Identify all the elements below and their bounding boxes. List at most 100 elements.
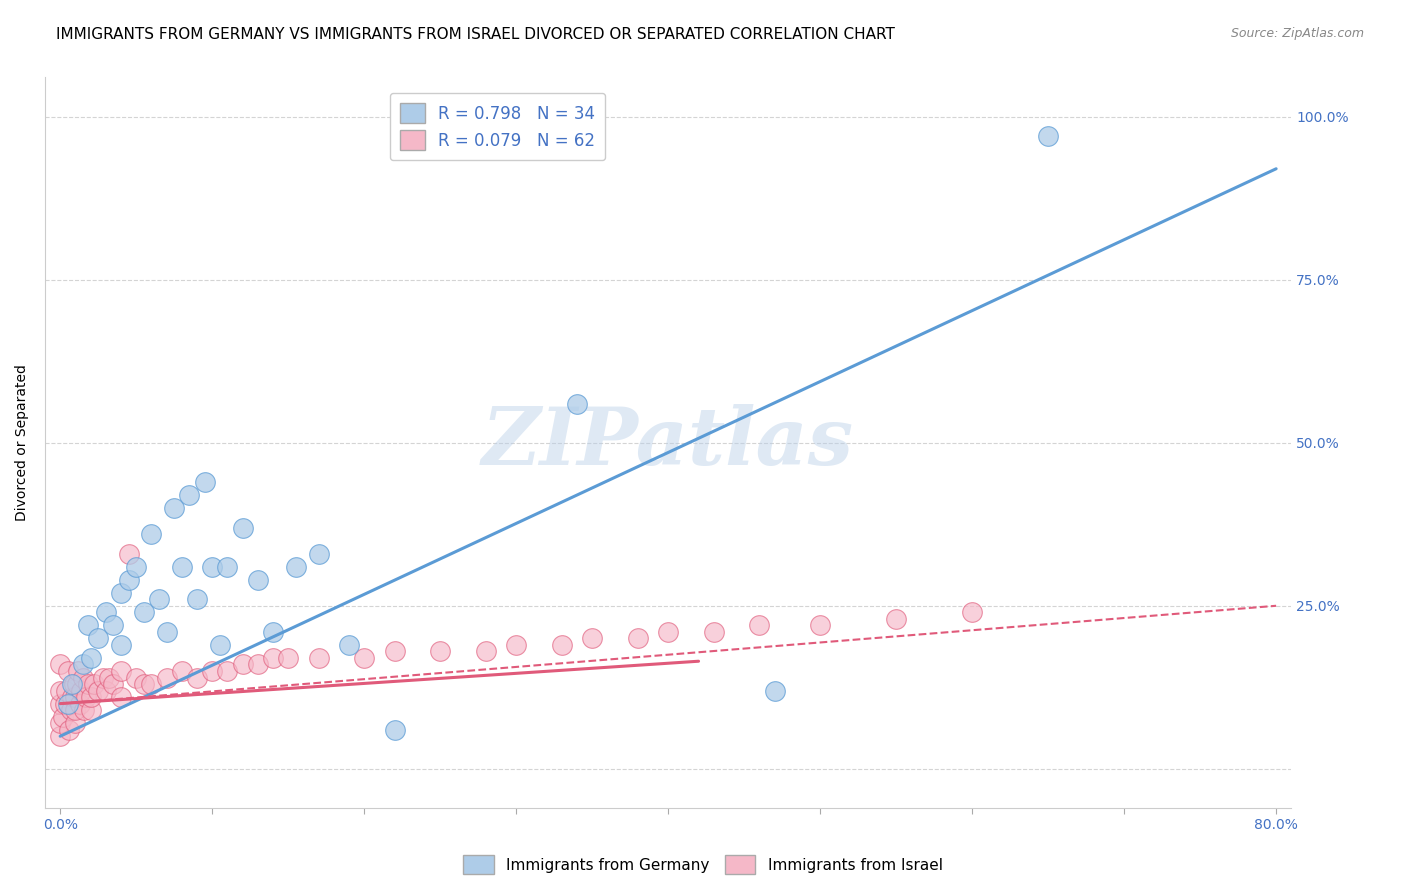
Point bbox=[141, 677, 163, 691]
Point bbox=[565, 396, 588, 410]
Point bbox=[353, 651, 375, 665]
Text: Source: ZipAtlas.com: Source: ZipAtlas.com bbox=[1230, 27, 1364, 40]
Point bbox=[103, 677, 125, 691]
Point bbox=[125, 559, 148, 574]
Point bbox=[79, 651, 101, 665]
Point bbox=[49, 683, 72, 698]
Point bbox=[65, 716, 87, 731]
Point bbox=[163, 500, 186, 515]
Point bbox=[49, 729, 72, 743]
Point bbox=[505, 638, 527, 652]
Point bbox=[262, 651, 284, 665]
Point bbox=[117, 573, 139, 587]
Point bbox=[110, 638, 132, 652]
Point bbox=[87, 632, 110, 646]
Point bbox=[49, 697, 72, 711]
Y-axis label: Divorced or Separated: Divorced or Separated bbox=[15, 364, 30, 521]
Point bbox=[232, 520, 254, 534]
Point bbox=[65, 703, 87, 717]
Point bbox=[337, 638, 360, 652]
Point bbox=[657, 624, 679, 639]
Point bbox=[884, 612, 907, 626]
Point bbox=[132, 677, 155, 691]
Point bbox=[125, 671, 148, 685]
Point bbox=[155, 671, 177, 685]
Point bbox=[117, 547, 139, 561]
Point bbox=[148, 592, 170, 607]
Point bbox=[217, 559, 239, 574]
Point bbox=[73, 703, 96, 717]
Point bbox=[60, 690, 83, 704]
Point bbox=[110, 690, 132, 704]
Point bbox=[56, 697, 79, 711]
Point bbox=[246, 573, 269, 587]
Point bbox=[58, 723, 80, 737]
Point bbox=[49, 657, 72, 672]
Point bbox=[67, 664, 90, 678]
Point bbox=[246, 657, 269, 672]
Text: ZIPatlas: ZIPatlas bbox=[482, 404, 855, 482]
Point bbox=[186, 592, 208, 607]
Point bbox=[72, 671, 94, 685]
Point bbox=[277, 651, 299, 665]
Point bbox=[49, 716, 72, 731]
Point bbox=[91, 671, 114, 685]
Point bbox=[132, 605, 155, 619]
Point bbox=[703, 624, 725, 639]
Point bbox=[103, 618, 125, 632]
Point bbox=[179, 488, 201, 502]
Legend: Immigrants from Germany, Immigrants from Israel: Immigrants from Germany, Immigrants from… bbox=[457, 849, 949, 880]
Point bbox=[56, 664, 79, 678]
Point bbox=[186, 671, 208, 685]
Point bbox=[170, 664, 193, 678]
Point bbox=[551, 638, 574, 652]
Point bbox=[94, 683, 117, 698]
Point bbox=[1036, 129, 1059, 144]
Point bbox=[66, 677, 89, 691]
Point bbox=[284, 559, 307, 574]
Point bbox=[627, 632, 650, 646]
Point bbox=[384, 644, 406, 658]
Point bbox=[384, 723, 406, 737]
Point bbox=[59, 703, 82, 717]
Point bbox=[208, 638, 231, 652]
Point bbox=[55, 683, 77, 698]
Point bbox=[94, 605, 117, 619]
Text: IMMIGRANTS FROM GERMANY VS IMMIGRANTS FROM ISRAEL DIVORCED OR SEPARATED CORRELAT: IMMIGRANTS FROM GERMANY VS IMMIGRANTS FR… bbox=[56, 27, 896, 42]
Point bbox=[72, 657, 94, 672]
Point bbox=[52, 709, 75, 723]
Point bbox=[748, 618, 770, 632]
Point bbox=[76, 618, 98, 632]
Point bbox=[97, 671, 120, 685]
Point bbox=[155, 624, 177, 639]
Point bbox=[201, 559, 224, 574]
Point bbox=[141, 527, 163, 541]
Point bbox=[201, 664, 224, 678]
Point bbox=[70, 683, 93, 698]
Point bbox=[65, 690, 87, 704]
Point bbox=[763, 683, 786, 698]
Point bbox=[87, 683, 110, 698]
Point bbox=[308, 547, 330, 561]
Point bbox=[429, 644, 451, 658]
Legend: R = 0.798   N = 34, R = 0.079   N = 62: R = 0.798 N = 34, R = 0.079 N = 62 bbox=[389, 93, 605, 161]
Point bbox=[193, 475, 215, 489]
Point bbox=[75, 690, 97, 704]
Point bbox=[79, 703, 101, 717]
Point bbox=[232, 657, 254, 672]
Point bbox=[53, 697, 76, 711]
Point bbox=[110, 585, 132, 599]
Point bbox=[262, 624, 284, 639]
Point bbox=[76, 677, 98, 691]
Point bbox=[960, 605, 983, 619]
Point bbox=[170, 559, 193, 574]
Point bbox=[60, 677, 83, 691]
Point bbox=[110, 664, 132, 678]
Point bbox=[808, 618, 831, 632]
Point bbox=[217, 664, 239, 678]
Point bbox=[581, 632, 603, 646]
Point bbox=[79, 690, 101, 704]
Point bbox=[308, 651, 330, 665]
Point bbox=[474, 644, 496, 658]
Point bbox=[63, 677, 86, 691]
